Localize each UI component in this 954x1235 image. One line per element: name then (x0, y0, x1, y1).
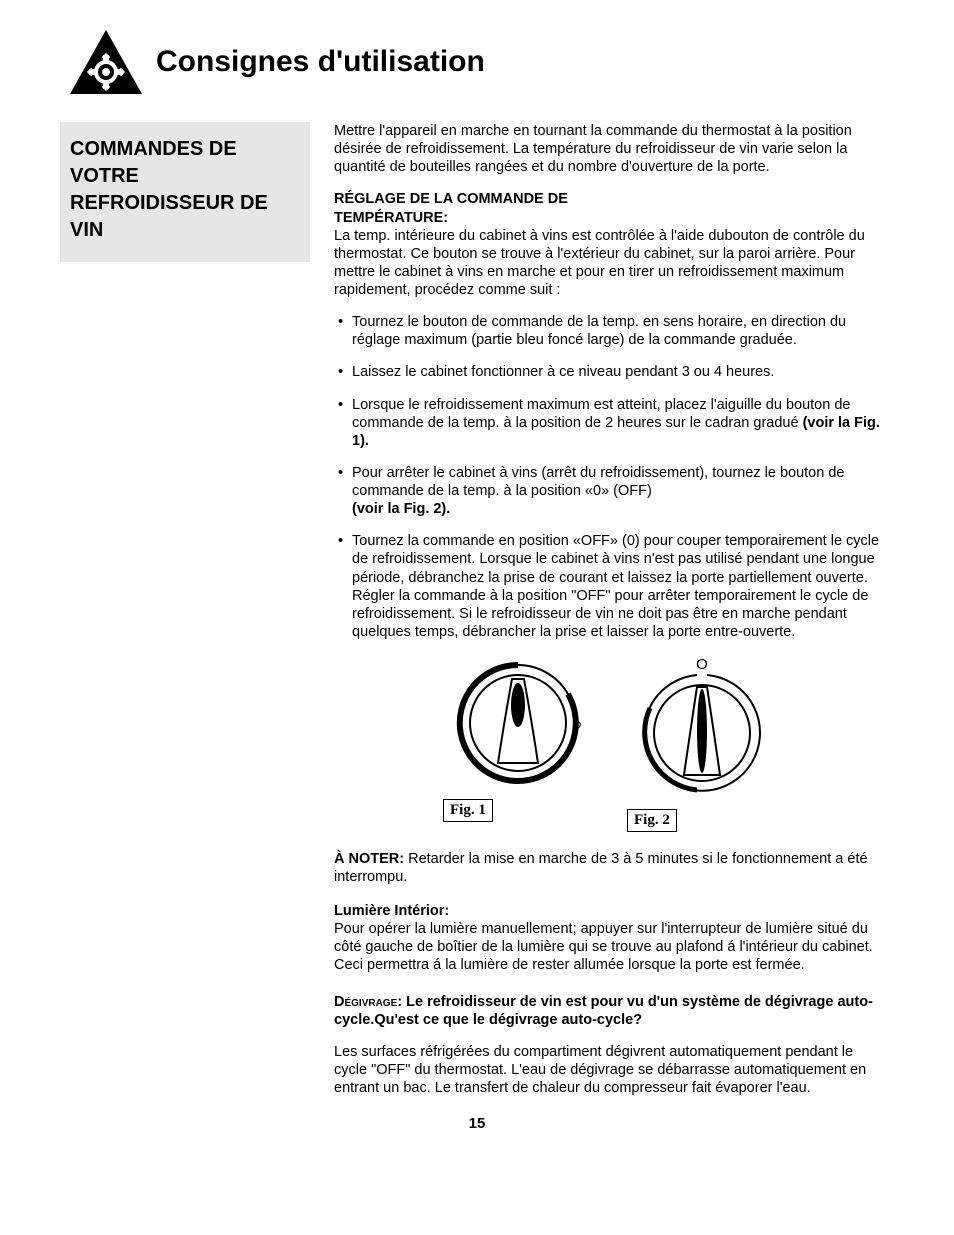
degivrage-heading: Dégivrage: Le refroidisseur de vin est p… (334, 993, 886, 1029)
svg-text:o: o (575, 717, 582, 731)
reglage-heading-line1: RÉGLAGE DE LA COMMANDE DE (334, 190, 886, 208)
lumiere-body: Pour opérer la lumière manuellement; app… (334, 920, 886, 974)
page-header: Consignes d'utilisation (70, 30, 894, 94)
intro-paragraph: Mettre l'appareil en marche en tournant … (334, 122, 886, 176)
degivrage-body: Les surfaces réfrigérées du compartiment… (334, 1043, 886, 1097)
figures-row: o Fig. 1 O (334, 655, 886, 832)
svg-text:O: O (696, 656, 708, 673)
page-title: Consignes d'utilisation (156, 43, 485, 81)
knob-fig1-icon: o (443, 655, 593, 795)
list-item: Pour arrêter le cabinet à vins (arrêt du… (338, 464, 886, 518)
lumiere-heading: Lumière Intérior: (334, 902, 886, 920)
degivrage-label: Dégivrage: (334, 994, 402, 1010)
page-number: 15 (60, 1115, 894, 1134)
reglage-heading-line2: TEMPÉRATURE: (334, 209, 886, 227)
list-text: Lorsque le refroidissement maximum est a… (352, 397, 850, 431)
instruction-list: Tournez le bouton de commande de la temp… (334, 313, 886, 641)
fig1-label: Fig. 1 (443, 799, 493, 822)
list-text: Laissez le cabinet fonctionner à ce nive… (352, 364, 774, 380)
list-item: Lorsque le refroidissement maximum est a… (338, 396, 886, 450)
reglage-body: La temp. intérieure du cabinet à vins es… (334, 227, 886, 300)
note-paragraph: À NOTER: Retarder la mise en marche de 3… (334, 850, 886, 886)
note-text: Retarder la mise en marche de 3 à 5 minu… (334, 851, 868, 885)
lumiere-section: Lumière Intérior: Pour opérer la lumière… (334, 902, 886, 975)
list-text: Tournez le bouton de commande de la temp… (352, 314, 846, 348)
list-item: Laissez le cabinet fonctionner à ce nive… (338, 363, 886, 381)
list-item: Tournez le bouton de commande de la temp… (338, 313, 886, 349)
degivrage-heading-rest: Le refroidisseur de vin est pour vu d'un… (334, 994, 873, 1028)
list-text: Pour arrêter le cabinet à vins (arrêt du… (352, 465, 844, 499)
reglage-section: RÉGLAGE DE LA COMMANDE DE TEMPÉRATURE: L… (334, 190, 886, 299)
list-item: Tournez la commande en position «OFF» (0… (338, 532, 886, 641)
page: Consignes d'utilisation COMMANDES DE VOT… (0, 0, 954, 1154)
list-bold: (voir la Fig. 2). (352, 501, 450, 517)
figure-2: O Fig. 2 (627, 655, 777, 832)
triangle-gear-icon (70, 30, 142, 94)
main-content: Mettre l'appareil en marche en tournant … (334, 122, 894, 1097)
knob-fig2-icon: O (627, 655, 777, 805)
fig2-label: Fig. 2 (627, 809, 677, 832)
list-text: Tournez la commande en position «OFF» (0… (352, 533, 879, 640)
figure-1: o Fig. 1 (443, 655, 593, 832)
sidebar-heading: COMMANDES DE VOTRE REFROIDISSEUR DE VIN (60, 122, 310, 262)
body-row: COMMANDES DE VOTRE REFROIDISSEUR DE VIN … (60, 122, 894, 1097)
note-label: À NOTER: (334, 851, 404, 867)
